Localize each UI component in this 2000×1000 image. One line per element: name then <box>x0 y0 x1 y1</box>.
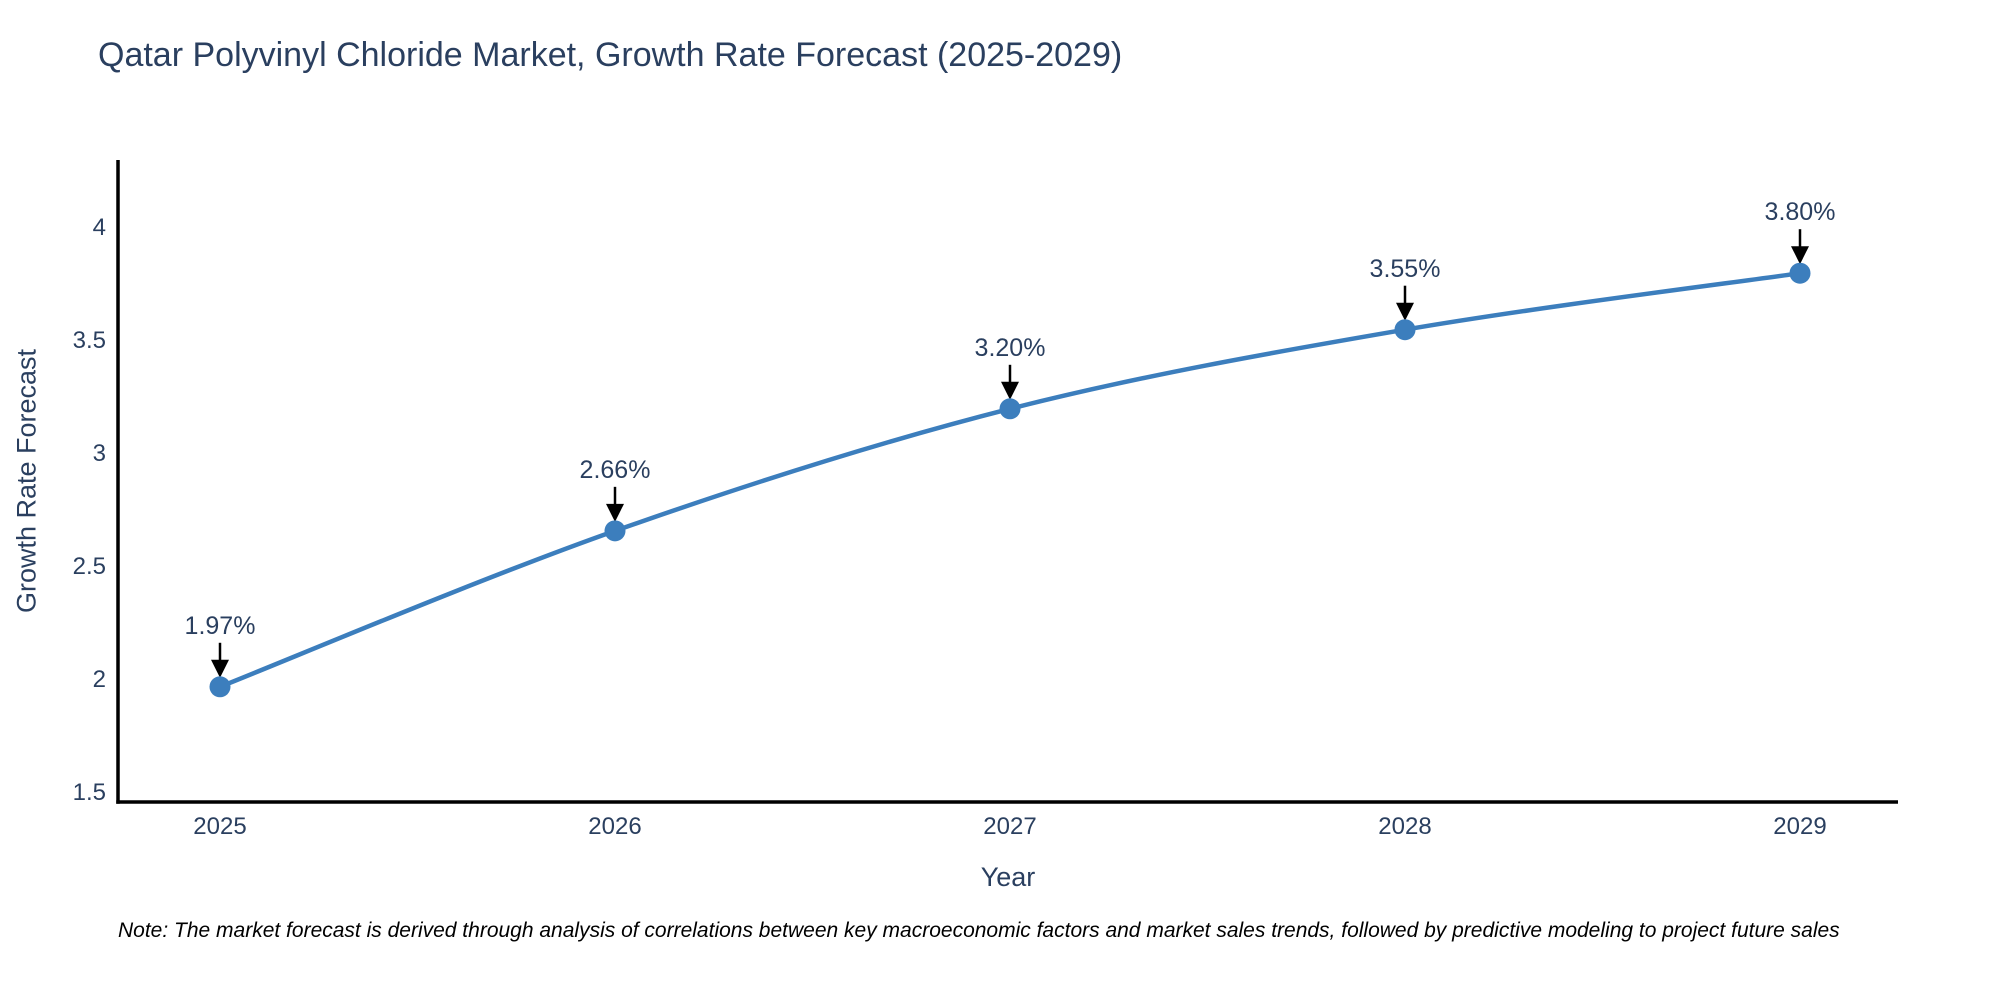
annotation-arrowhead <box>1396 302 1414 321</box>
x-tick-label: 2028 <box>1378 813 1432 840</box>
x-tick-label: 2025 <box>193 813 247 840</box>
x-tick-label: 2029 <box>1773 813 1827 840</box>
data-point-marker <box>1394 319 1416 341</box>
y-tick-label: 2 <box>92 666 106 693</box>
point-annotation-label: 3.20% <box>974 333 1046 362</box>
point-annotation-label: 1.97% <box>184 611 256 640</box>
y-tick-label: 2.5 <box>72 553 106 580</box>
x-axis-title: Year <box>980 862 1036 892</box>
point-annotation-label: 3.55% <box>1369 254 1441 283</box>
y-tick-label: 1.5 <box>72 779 106 806</box>
y-axis-title: Growth Rate Forecast <box>11 348 42 614</box>
annotation-arrowhead <box>1791 246 1809 265</box>
point-annotation-label: 3.80% <box>1764 198 1836 227</box>
data-point-marker <box>209 676 231 698</box>
data-point-marker <box>1789 262 1811 284</box>
chart-note: Note: The market forecast is derived thr… <box>118 919 1840 942</box>
x-tick-label: 2026 <box>588 813 642 840</box>
y-tick-label: 4 <box>92 214 106 241</box>
data-point-marker <box>999 398 1021 420</box>
data-point-marker <box>604 520 626 542</box>
chart-title: Qatar Polyvinyl Chloride Market, Growth … <box>98 36 1123 74</box>
annotation-arrowhead <box>1001 381 1019 400</box>
x-tick-label: 2027 <box>983 813 1037 840</box>
annotation-arrowhead <box>211 659 229 678</box>
point-annotation-label: 2.66% <box>579 455 651 484</box>
y-tick-label: 3 <box>92 440 106 467</box>
y-tick-label: 3.5 <box>72 327 106 354</box>
annotation-arrowhead <box>606 503 624 522</box>
